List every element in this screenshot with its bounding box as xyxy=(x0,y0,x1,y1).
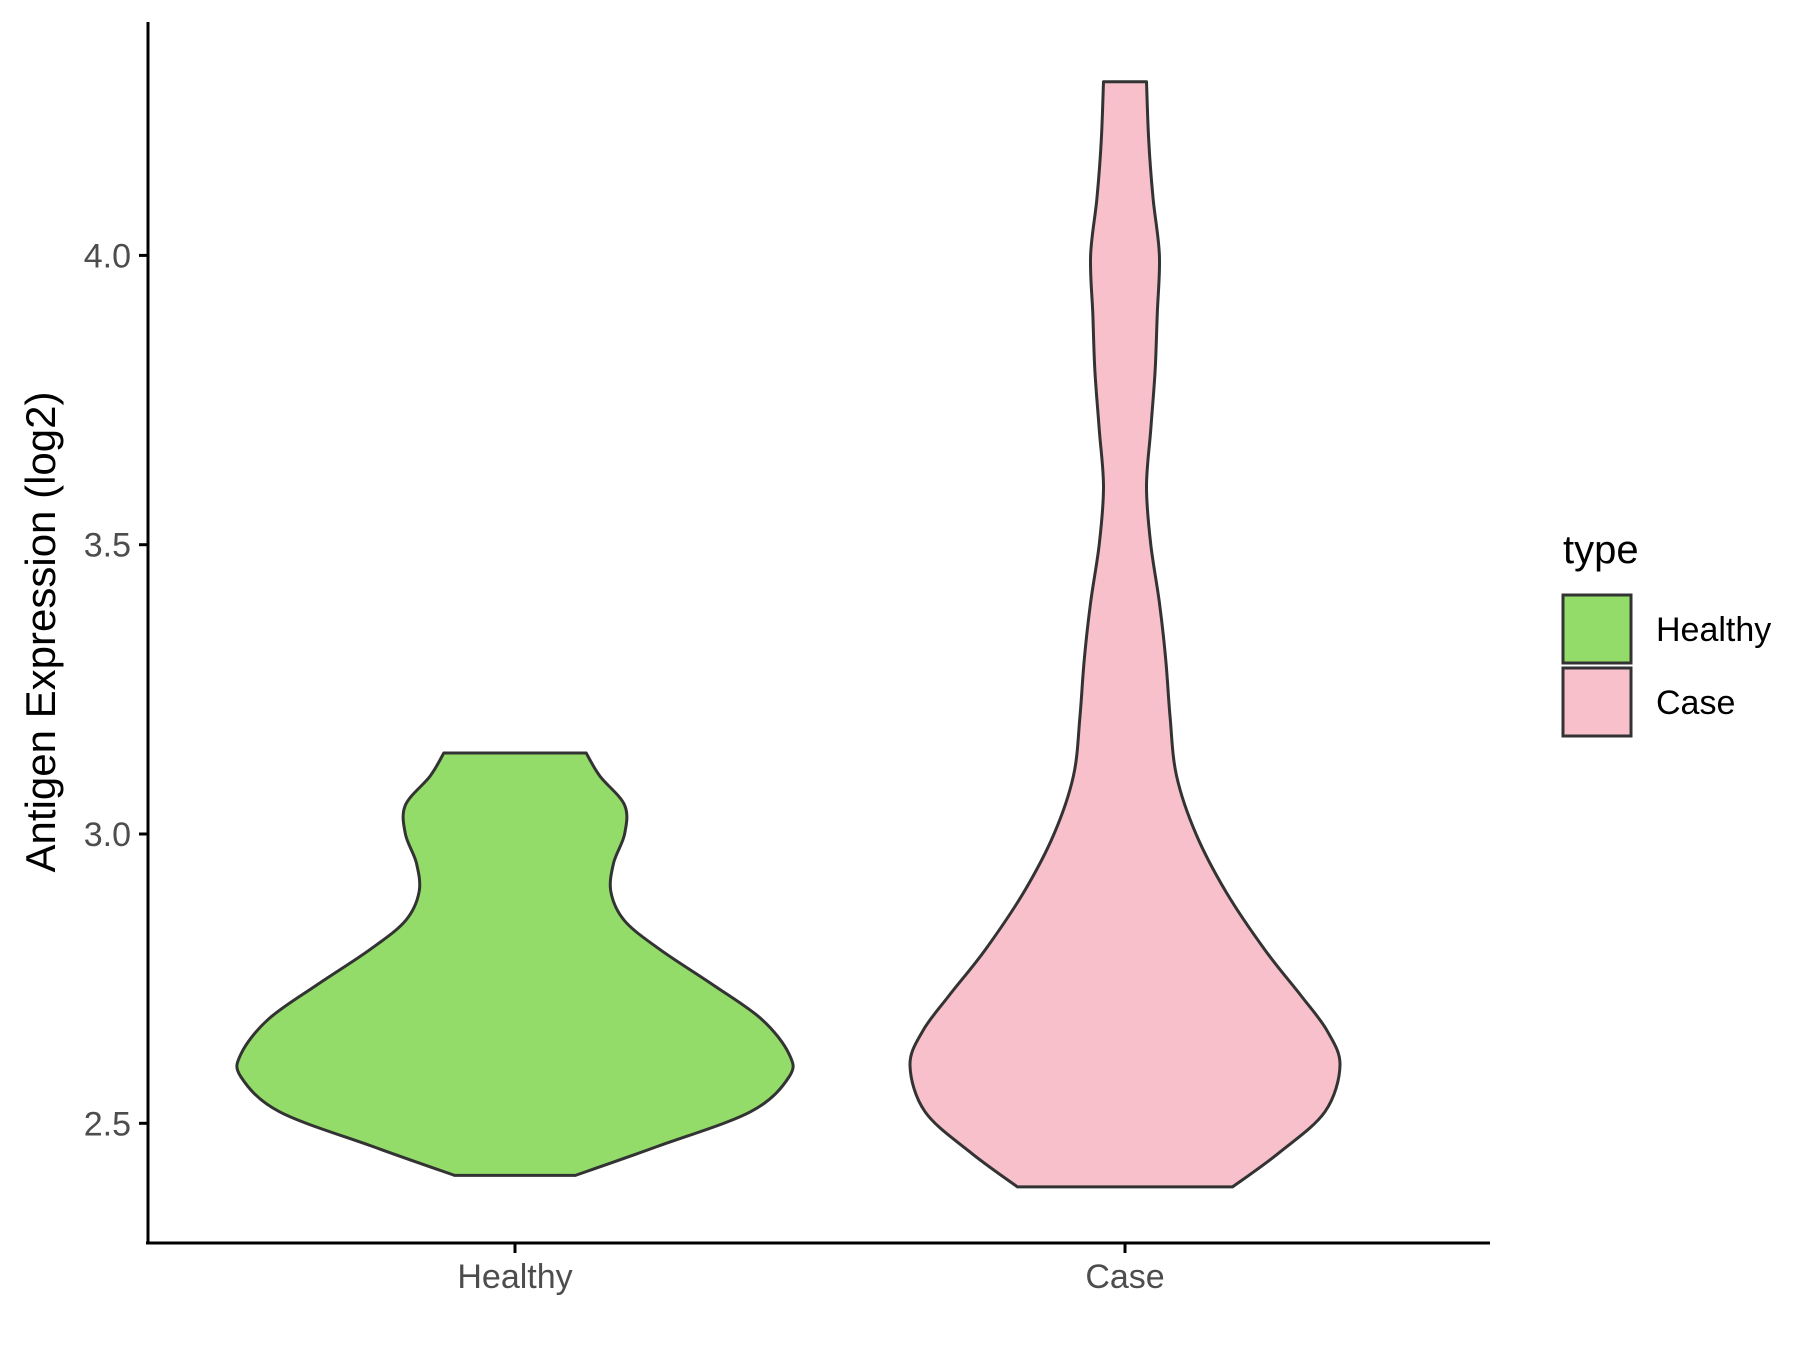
x-tick-label: Healthy xyxy=(457,1258,572,1296)
y-tick-label: 3.0 xyxy=(84,816,131,854)
violins-layer xyxy=(235,80,1342,1189)
x-axis-ticks: Healthy Case xyxy=(457,1243,1165,1296)
legend-key-case xyxy=(1561,666,1633,738)
legend-title: type xyxy=(1563,528,1639,572)
y-tick-label: 4.0 xyxy=(84,237,131,275)
y-tick-label: 3.5 xyxy=(84,527,131,565)
legend-key-healthy xyxy=(1561,593,1633,665)
x-tick-label: Case xyxy=(1085,1258,1164,1296)
y-axis-title: Antigen Expression (log2) xyxy=(17,392,64,873)
violin-healthy xyxy=(235,751,795,1177)
legend-items: Healthy Case xyxy=(1561,593,1771,738)
legend: type Healthy Case xyxy=(1561,528,1771,738)
legend-label-healthy: Healthy xyxy=(1656,611,1771,649)
y-tick-label: 2.5 xyxy=(84,1105,131,1143)
y-axis-ticks: 2.5 3.0 3.5 4.0 xyxy=(84,237,148,1143)
violin-case xyxy=(908,80,1342,1189)
legend-label-case: Case xyxy=(1656,684,1735,722)
